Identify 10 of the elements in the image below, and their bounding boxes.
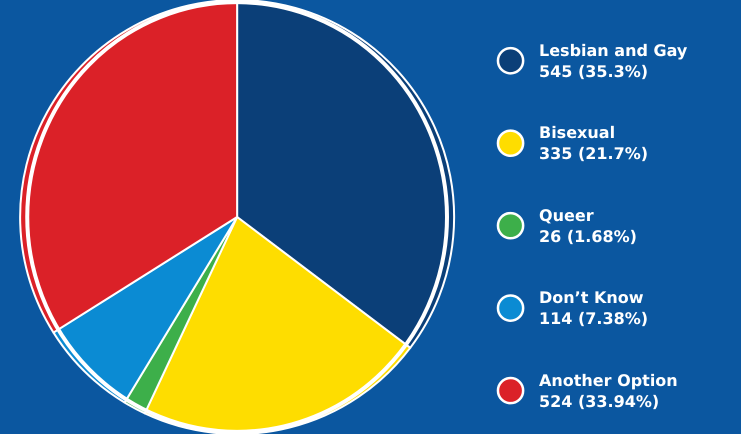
legend-label: Lesbian and Gay [539,41,688,60]
legend-label: Don’t Know [539,288,644,307]
data-label: 114 (7.38%) [539,308,648,328]
data-label: 335 (21.7%) [539,144,648,163]
legend-label: Bisexual [539,123,616,142]
legend-label: Queer [539,206,594,225]
data-label: 524 (33.94%) [539,392,660,411]
data-label: 26 (1.68%) [539,226,637,246]
data-label: 545 (35.3%) [539,62,648,81]
legend-label: Another Option [539,371,678,390]
